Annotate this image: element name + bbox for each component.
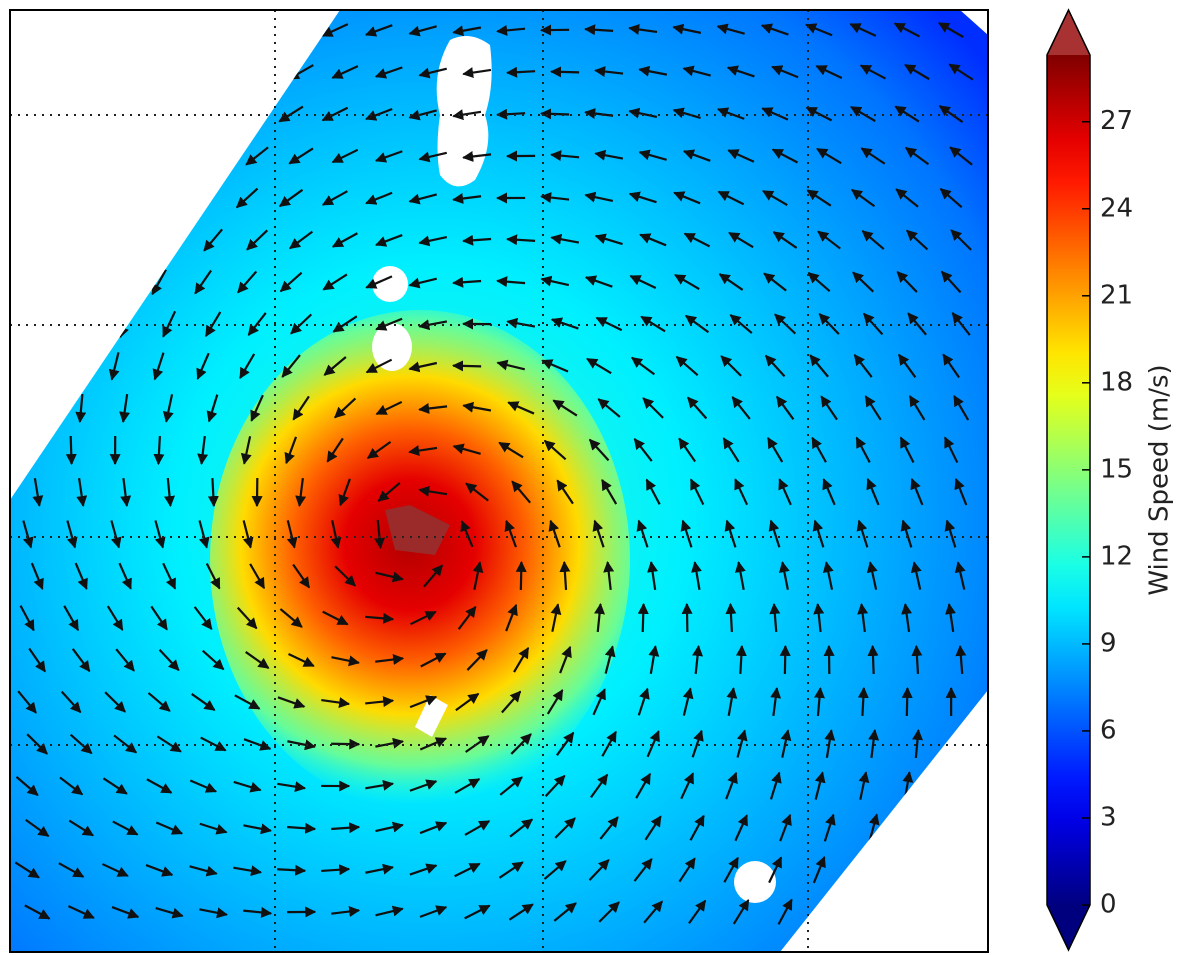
colorbar-tick-label: 18 — [1100, 367, 1133, 397]
wind-arrow — [453, 366, 481, 367]
wind-arrow — [949, 772, 953, 800]
wind-arrow — [246, 64, 269, 80]
wind-arrow — [903, 857, 911, 884]
wind-arrow — [948, 856, 955, 883]
colorbar-tick-label: 12 — [1100, 541, 1133, 571]
wind-arrow — [279, 23, 303, 37]
colorbar-tick-label: 27 — [1100, 106, 1133, 136]
colorbar-tick-label: 3 — [1100, 802, 1117, 832]
map — [10, 10, 988, 952]
wind-arrow — [150, 104, 169, 125]
colorbar-extend-max — [1047, 10, 1090, 55]
wind-arrow — [907, 688, 908, 716]
wind-arrow — [868, 899, 879, 925]
wind-arrow — [859, 857, 868, 883]
colorbar-tick-label: 9 — [1100, 628, 1117, 658]
colorbar-tick-label: 0 — [1100, 890, 1117, 920]
wind-arrow — [277, 869, 305, 871]
wind-arrow — [106, 20, 125, 40]
wind-arrow — [912, 899, 921, 925]
no-data — [372, 266, 408, 302]
wind-arrow — [74, 144, 89, 168]
wind-arrow — [203, 146, 223, 165]
colorbar-tick-label: 24 — [1100, 193, 1133, 223]
wind-arrow — [823, 899, 835, 924]
colorbar-body — [1047, 55, 1090, 905]
wind-arrow — [69, 352, 74, 380]
wind-arrow — [785, 646, 786, 674]
wind-arrow — [914, 814, 920, 841]
wind-arrow — [21, 185, 33, 210]
wind-arrow — [161, 228, 177, 251]
wind-arrow — [236, 105, 258, 122]
wind-arrow — [19, 19, 36, 42]
chart: 0 3 6 9 12 15 18 21 24 27 Wind Speed (m/s) — [0, 0, 1182, 955]
colorbar-extend-min — [1047, 905, 1090, 950]
colorbar-label: Wind Speed (m/s) — [1145, 364, 1175, 595]
wind-arrow — [862, 688, 863, 716]
wind-arrow — [108, 186, 123, 210]
colorbar-tick-label: 6 — [1100, 715, 1117, 745]
wind-arrow — [202, 63, 224, 81]
wind-arrow — [551, 72, 579, 73]
wind-arrow — [23, 269, 31, 296]
wind-arrow — [643, 604, 644, 632]
wind-arrow — [30, 144, 44, 168]
wind-arrow — [64, 186, 77, 211]
wind-arrow — [873, 646, 874, 674]
wind-arrow — [32, 227, 43, 253]
wind-arrow — [236, 22, 259, 38]
wind-arrow — [71, 436, 72, 464]
wind-arrow — [117, 145, 134, 167]
wind-arrow — [521, 562, 522, 590]
wind-arrow — [957, 899, 965, 926]
wind-arrow — [159, 62, 179, 81]
wind-arrow — [958, 814, 963, 841]
wind-arrow — [730, 604, 731, 632]
wind-arrow — [66, 269, 76, 295]
wind-arrow — [149, 20, 170, 39]
colorbar: 0 3 6 9 12 15 18 21 24 27 — [1047, 10, 1133, 950]
no-data — [372, 323, 412, 371]
wind-field — [10, 10, 988, 952]
wind-arrow — [109, 269, 121, 294]
wind-arrow — [25, 352, 29, 380]
wind-arrow — [116, 62, 135, 83]
colorbar-tick-label: 21 — [1100, 280, 1133, 310]
wind-arrow — [151, 187, 168, 209]
wind-arrow — [158, 436, 159, 464]
wind-arrow — [118, 228, 132, 252]
wind-arrow — [960, 730, 962, 758]
wind-arrow — [740, 646, 742, 674]
wind-arrow — [75, 227, 87, 252]
wind-arrow — [36, 394, 37, 422]
wind-arrow — [63, 103, 79, 126]
wind-arrow — [26, 436, 28, 464]
wind-arrow — [29, 60, 45, 83]
wind-arrow — [192, 21, 214, 39]
wind-arrow — [160, 145, 178, 166]
wind-arrow — [62, 19, 80, 41]
wind-arrow — [212, 478, 213, 506]
wind-arrow — [72, 61, 89, 83]
storm-core — [210, 310, 630, 810]
colorbar-tick-label: 15 — [1100, 454, 1133, 484]
